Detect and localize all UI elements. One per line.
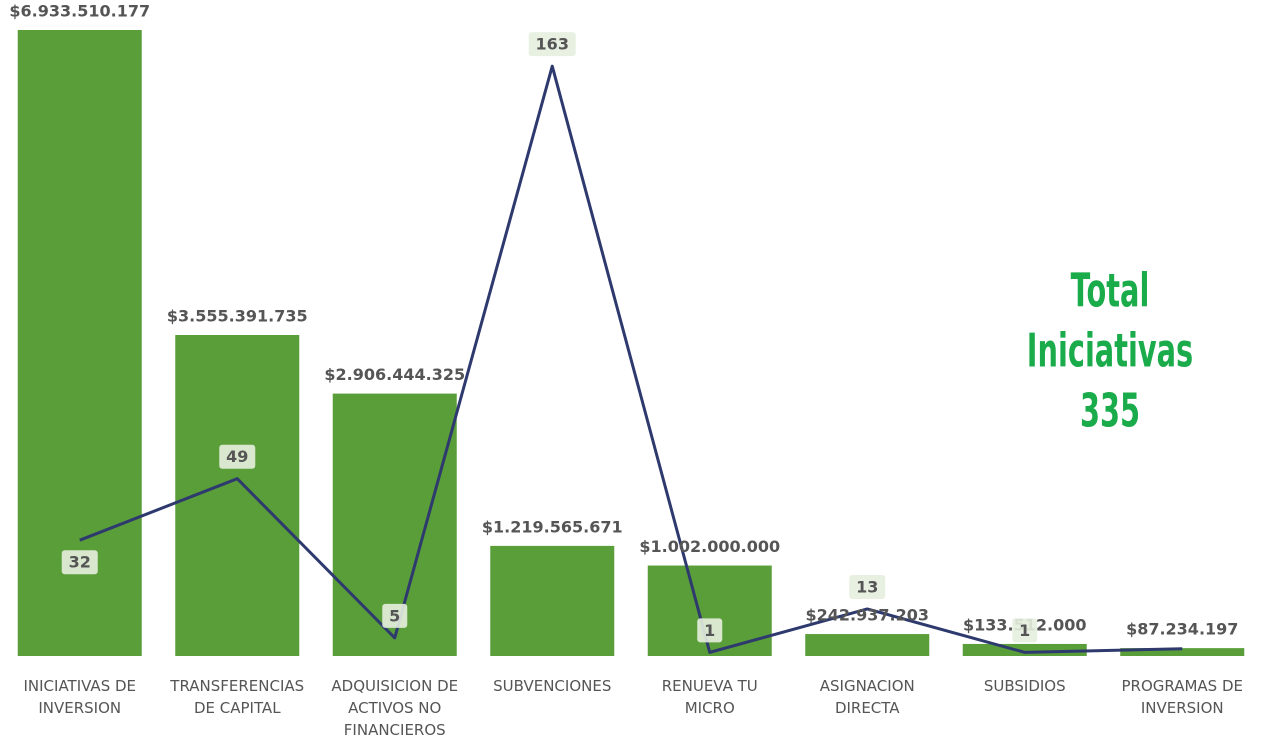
bar <box>1120 648 1245 656</box>
label-line: RENUEVA TU <box>662 677 758 695</box>
label-box <box>1012 618 1038 643</box>
x-tick-label: PROGRAMAS DE INVERSION <box>1122 677 1244 717</box>
label-line: INICIATIVAS DE <box>23 677 136 695</box>
bar <box>490 545 615 656</box>
label-line: SUBVENCIONES <box>493 677 611 695</box>
bar <box>647 565 772 656</box>
label-line: INVERSION <box>38 699 121 717</box>
bar-value-label: $3.555.391.735 <box>167 306 308 325</box>
label-line: FINANCIEROS <box>344 721 446 739</box>
line-value-label: 5 <box>389 606 400 625</box>
x-tick-label: ASIGNACION DIRECTA <box>820 677 915 717</box>
bar-value-label: $87.234.197 <box>1126 620 1238 639</box>
line-value-label: 163 <box>536 35 569 54</box>
label-line: ADQUISICION DE <box>331 677 458 695</box>
total-annotation: 335 <box>1080 385 1140 439</box>
total-annotation: Iniciativas <box>1027 325 1193 379</box>
total-annotation: Total <box>1071 265 1150 319</box>
x-tick-label: TRANSFERENCIAS DE CAPITAL <box>169 677 304 717</box>
label-line: ASIGNACION <box>820 677 915 695</box>
x-tick-label: ADQUISICION DE ACTIVOS NO FINANCIEROS <box>331 677 458 739</box>
bar-value-label: $2.906.444.325 <box>324 365 465 384</box>
line-value-label: 32 <box>69 553 91 572</box>
label-line: DIRECTA <box>835 699 900 717</box>
line-value-label: 1 <box>1019 621 1030 640</box>
line-value-label: 13 <box>856 577 878 596</box>
label-box <box>61 550 98 575</box>
bar-value-label: $6.933.510.177 <box>9 2 150 21</box>
bar-value-label: $242.937.203 <box>806 606 929 625</box>
label-box <box>219 444 256 469</box>
label-line: SUBSIDIOS <box>984 677 1066 695</box>
label-box <box>382 603 408 628</box>
x-tick-label: RENUEVA TU MICRO <box>662 677 758 717</box>
x-tick-label: SUBVENCIONES <box>493 677 611 695</box>
label-box <box>849 574 886 599</box>
label-line: DE CAPITAL <box>194 699 281 717</box>
label-line: ACTIVOS NO <box>348 699 441 717</box>
x-tick-label: SUBSIDIOS <box>984 677 1066 695</box>
line <box>79 64 1183 654</box>
label-box <box>697 618 723 643</box>
bar-value-label: $1.002.000.000 <box>639 537 780 556</box>
label-line: TRANSFERENCIAS <box>169 677 304 695</box>
label-line: INVERSION <box>1141 699 1224 717</box>
label-line: MICRO <box>685 699 735 717</box>
x-tick-label: INICIATIVAS DE INVERSION <box>23 677 136 717</box>
bar-value-label: $1.219.565.671 <box>482 517 623 536</box>
line-value-label: 1 <box>704 621 715 640</box>
label-line: PROGRAMAS DE <box>1122 677 1244 695</box>
line-value-label: 49 <box>226 447 248 466</box>
label-box <box>528 32 576 57</box>
bar <box>805 634 930 656</box>
